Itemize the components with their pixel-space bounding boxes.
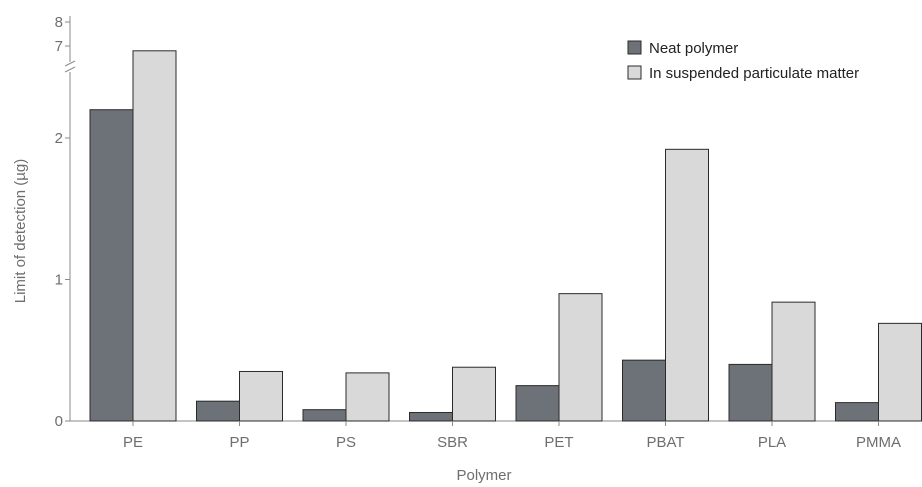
plot-area: 0 1 2 7 8 PE PP PS SBR PET PBAT PLA PMMA <box>55 14 922 451</box>
x-tick-label: PET <box>544 434 573 451</box>
bar-spm-pla <box>771 301 816 422</box>
bar-neat-pet <box>515 385 560 422</box>
bar-neat-pbat <box>622 359 666 422</box>
legend: Neat polymer In suspended particulate mat… <box>627 40 859 82</box>
x-tick-label: PBAT <box>646 434 684 451</box>
y-tick-label: 1 <box>55 272 63 289</box>
bar-spm-pe <box>132 50 177 422</box>
x-tick-label: PMMA <box>856 434 901 451</box>
bar-neat-sbr <box>409 412 453 422</box>
x-tick-label: PE <box>123 434 143 451</box>
y-tick-label: 7 <box>55 38 63 55</box>
bar-neat-pe <box>89 109 134 422</box>
y-axis-title: Limit of detection (µg) <box>12 159 29 304</box>
legend-label: Neat polymer <box>649 40 738 57</box>
bar-spm-sbr <box>452 366 496 422</box>
bar-neat-pp <box>196 400 240 422</box>
x-tick-label: PP <box>229 434 249 451</box>
bar-spm-pbat <box>665 148 709 422</box>
bar-spm-pmma <box>878 322 922 422</box>
bar-spm-pet <box>558 293 603 422</box>
bar-neat-ps <box>302 409 347 422</box>
legend-swatch <box>627 65 642 80</box>
y-axis-break-mark <box>64 66 76 73</box>
x-axis-title: Polymer <box>456 467 511 484</box>
x-tick-label: PS <box>336 434 356 451</box>
bar-neat-pla <box>728 363 773 422</box>
x-tick-label: SBR <box>437 434 468 451</box>
y-axis-break-mark <box>64 60 76 67</box>
x-tick-label: PLA <box>758 434 786 451</box>
y-tick-label: 8 <box>55 14 63 31</box>
y-tick-label: 0 <box>55 413 63 430</box>
legend-label: In suspended particulate matter <box>649 65 859 82</box>
bar-spm-pp <box>239 370 283 422</box>
y-tick-label: 2 <box>55 130 63 147</box>
legend-swatch <box>627 40 642 55</box>
bar-spm-ps <box>345 372 390 422</box>
bar-neat-pmma <box>835 402 879 422</box>
